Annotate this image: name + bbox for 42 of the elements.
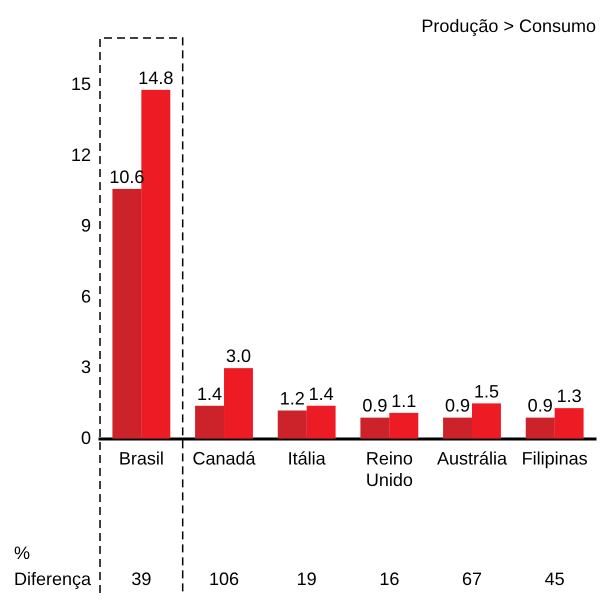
y-tick-label: 9 bbox=[81, 216, 92, 236]
x-tick-label: Reino Unido bbox=[366, 448, 413, 490]
bar bbox=[360, 418, 390, 439]
x-tick-label: Brasil bbox=[118, 448, 164, 469]
data-label: 0.9 bbox=[528, 396, 553, 416]
x-tick-label: Austrália bbox=[436, 448, 508, 469]
y-tick-label: 3 bbox=[81, 357, 92, 378]
bar bbox=[526, 418, 555, 439]
data-label: 14.8 bbox=[138, 68, 174, 88]
x-tick-label: Canadá bbox=[192, 448, 257, 469]
bar bbox=[112, 188, 142, 439]
x-tick-label: Filipinas bbox=[522, 448, 588, 469]
data-label: 0.9 bbox=[445, 396, 470, 416]
text: 45 bbox=[544, 569, 565, 589]
data-label: 1.4 bbox=[197, 384, 222, 404]
y-tick-label: 12 bbox=[70, 144, 92, 165]
data-label: 1.5 bbox=[474, 381, 499, 402]
data-label: 1.4 bbox=[308, 384, 334, 404]
y-tick-label: 6 bbox=[81, 286, 92, 306]
text: Produção > Consumo bbox=[421, 16, 596, 36]
text: 16 bbox=[379, 569, 400, 589]
bar bbox=[443, 418, 472, 439]
data-label: 1.2 bbox=[280, 388, 305, 408]
data-label: 1.1 bbox=[391, 390, 416, 411]
bar bbox=[306, 406, 336, 439]
text: 19 bbox=[296, 569, 317, 589]
text: 39 bbox=[131, 569, 152, 589]
text: 67 bbox=[462, 569, 482, 589]
y-tick-label: 15 bbox=[70, 74, 92, 94]
data-label: 1.3 bbox=[556, 386, 582, 406]
bar bbox=[389, 412, 418, 439]
bar bbox=[224, 368, 253, 439]
bar bbox=[554, 408, 584, 439]
text: 106 bbox=[208, 569, 240, 589]
x-tick-label: Itália bbox=[288, 448, 327, 469]
bar bbox=[278, 410, 307, 439]
y-tick-label: 0 bbox=[81, 428, 92, 448]
bar bbox=[472, 403, 501, 439]
data-label: 3.0 bbox=[226, 346, 251, 366]
text: % Diferença bbox=[14, 543, 92, 589]
data-label: 0.9 bbox=[362, 396, 388, 416]
bar bbox=[195, 406, 224, 439]
